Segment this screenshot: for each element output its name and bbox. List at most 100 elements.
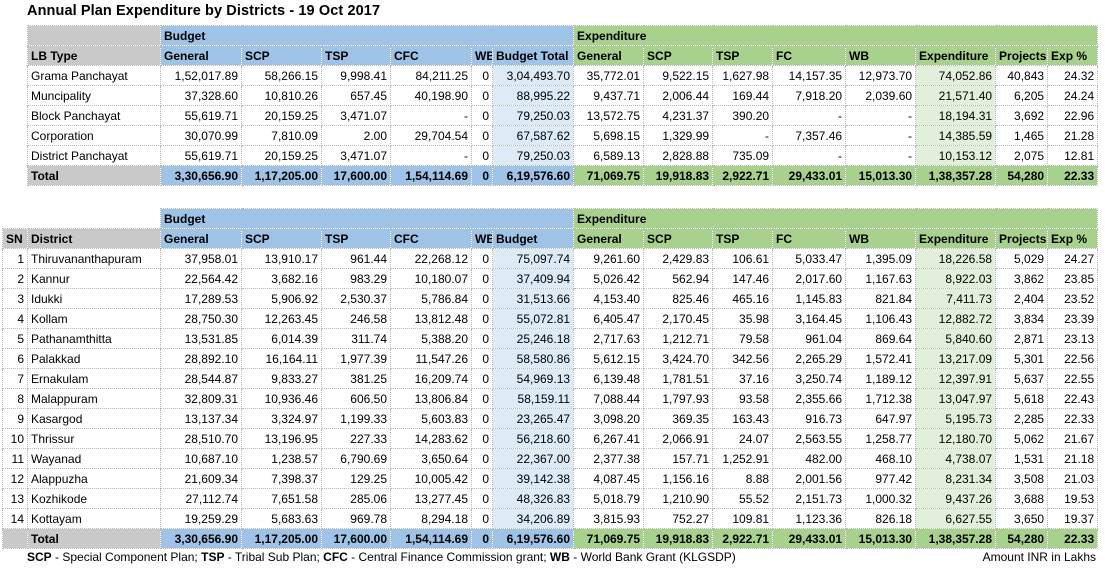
table-cell: 2,377.38 (573, 448, 645, 469)
table-cell: 2.00 (321, 125, 391, 146)
table-cell: 79,250.03 (491, 145, 575, 166)
table-cell: 0 (471, 308, 493, 329)
table-cell: 3,862 (995, 268, 1049, 289)
lb-type-table: Budget Expenditure LB Type General SCP TSP C… (27, 25, 1099, 186)
table-cell: 22,268.12 (390, 248, 472, 269)
table-cell: 75,097.74 (491, 248, 575, 269)
table-cell: 9,998.41 (321, 65, 391, 86)
total-cell: 19,918.83 (643, 165, 714, 186)
table-cell: 58,266.15 (241, 65, 322, 86)
table-cell: 20,159.25 (241, 105, 322, 126)
column-header: SCP (241, 228, 322, 249)
column-header: WB (471, 45, 493, 66)
amount-unit-note: Amount INR in Lakhs (982, 550, 1096, 564)
table-cell: 390.20 (712, 105, 774, 126)
table-cell: 2,066.91 (643, 428, 714, 449)
table-cell: 6,405.47 (573, 308, 645, 329)
table-cell: 13,572.75 (573, 105, 645, 126)
table-row: 12 Alappuzha 21,609.34 7,398.37 129.25 10,005… (2, 468, 1099, 489)
district-name: Palakkad (27, 348, 161, 369)
table-cell: 24.24 (1047, 85, 1099, 106)
table-cell: 23.13 (1047, 328, 1099, 349)
total-cell: 15,013.30 (845, 165, 917, 186)
table-cell: 1,210.90 (643, 488, 714, 509)
district-name: Malappuram (27, 388, 161, 409)
table-cell: 11,547.26 (390, 348, 472, 369)
table-cell: 5,618 (995, 388, 1049, 409)
table-cell: - (712, 125, 774, 146)
table-cell: 0 (471, 368, 493, 389)
table-cell: 5,906.92 (241, 288, 322, 309)
district-table: Budget Expenditure SN District General SCP T… (2, 208, 1099, 549)
table-cell: 93.58 (712, 388, 774, 409)
column-header: CFC (390, 228, 472, 249)
table-cell: 16,209.74 (390, 368, 472, 389)
serial-number: 3 (2, 288, 28, 309)
column-header: Budget Total (491, 45, 575, 66)
expenditure-group-header: Expenditure (573, 25, 1099, 46)
total-cell: 29,433.01 (772, 165, 847, 186)
table-row: Grama Panchayat 1,52,017.89 58,266.15 9,998… (27, 65, 1099, 86)
table-cell: 342.56 (712, 348, 774, 369)
table-cell: 606.50 (321, 388, 391, 409)
expenditure-group-header-2: Expenditure (573, 208, 1099, 229)
column-header: Exp % (1047, 45, 1099, 66)
table-cell: 468.10 (845, 448, 917, 469)
table-cell: 12,397.91 (915, 368, 997, 389)
table-cell: 13,196.95 (241, 428, 322, 449)
total-cell: 0 (471, 528, 493, 549)
table-cell: 1,712.38 (845, 388, 917, 409)
table-cell: 79.58 (712, 328, 774, 349)
table-cell: 6,589.13 (573, 145, 645, 166)
table-cell: 657.45 (321, 85, 391, 106)
table-cell: 21.67 (1047, 428, 1099, 449)
table-cell: 23,265.47 (491, 408, 575, 429)
table-cell: 0 (471, 448, 493, 469)
table-cell: 825.46 (643, 288, 714, 309)
district-name: Kollam (27, 308, 161, 329)
table-cell: 1,189.12 (845, 368, 917, 389)
table-cell: 369.35 (643, 408, 714, 429)
table-row: 5 Pathanamthitta 13,531.85 6,014.39 311.74 5,… (2, 328, 1099, 349)
total-cell: 1,38,357.28 (915, 528, 997, 549)
table-row: 4 Kollam 28,750.30 12,263.45 246.58 13,812.48… (2, 308, 1099, 329)
table-cell: 0 (471, 125, 493, 146)
table-cell: - (772, 145, 847, 166)
total-row: Total 3,30,656.90 1,17,205.00 17,600.00 1,54… (2, 528, 1099, 549)
table-cell: 31,513.66 (491, 288, 575, 309)
table-cell: 1,238.57 (241, 448, 322, 469)
total-cell: 3,30,656.90 (160, 165, 242, 186)
serial-number: 6 (2, 348, 28, 369)
table-cell: 32,809.31 (160, 388, 242, 409)
table-cell: 3,471.07 (321, 145, 391, 166)
table-cell: 1,252.91 (712, 448, 774, 469)
table-cell: 54,969.13 (491, 368, 575, 389)
table-cell: 961.44 (321, 248, 391, 269)
district-name: Kottayam (27, 508, 161, 529)
table-cell: 55.52 (712, 488, 774, 509)
table-cell: 23.52 (1047, 288, 1099, 309)
table-cell: 735.09 (712, 145, 774, 166)
table-cell: 9,261.60 (573, 248, 645, 269)
table-cell: 39,142.38 (491, 468, 575, 489)
table-cell: 25,246.18 (491, 328, 575, 349)
table-cell: 5,026.42 (573, 268, 645, 289)
table-cell: 916.73 (772, 408, 847, 429)
column-header: FC (772, 228, 847, 249)
table-row: Corporation 30,070.99 7,810.09 2.00 29,704.5… (27, 125, 1099, 146)
table-cell: 24.32 (1047, 65, 1099, 86)
table-cell: 3,692 (995, 105, 1049, 126)
serial-number: 14 (2, 508, 28, 529)
table-cell: 55,072.81 (491, 308, 575, 329)
table-cell: 752.27 (643, 508, 714, 529)
table-cell: 23.39 (1047, 308, 1099, 329)
table-cell: 0 (471, 508, 493, 529)
table-cell: 482.00 (772, 448, 847, 469)
table-cell: 2,017.60 (772, 268, 847, 289)
total-cell: 71,069.75 (573, 165, 645, 186)
column-header: Expenditure (915, 228, 997, 249)
table-cell: 6,267.41 (573, 428, 645, 449)
district-name: Kannur (27, 268, 161, 289)
column-header: General (160, 228, 242, 249)
table-cell: 647.97 (845, 408, 917, 429)
